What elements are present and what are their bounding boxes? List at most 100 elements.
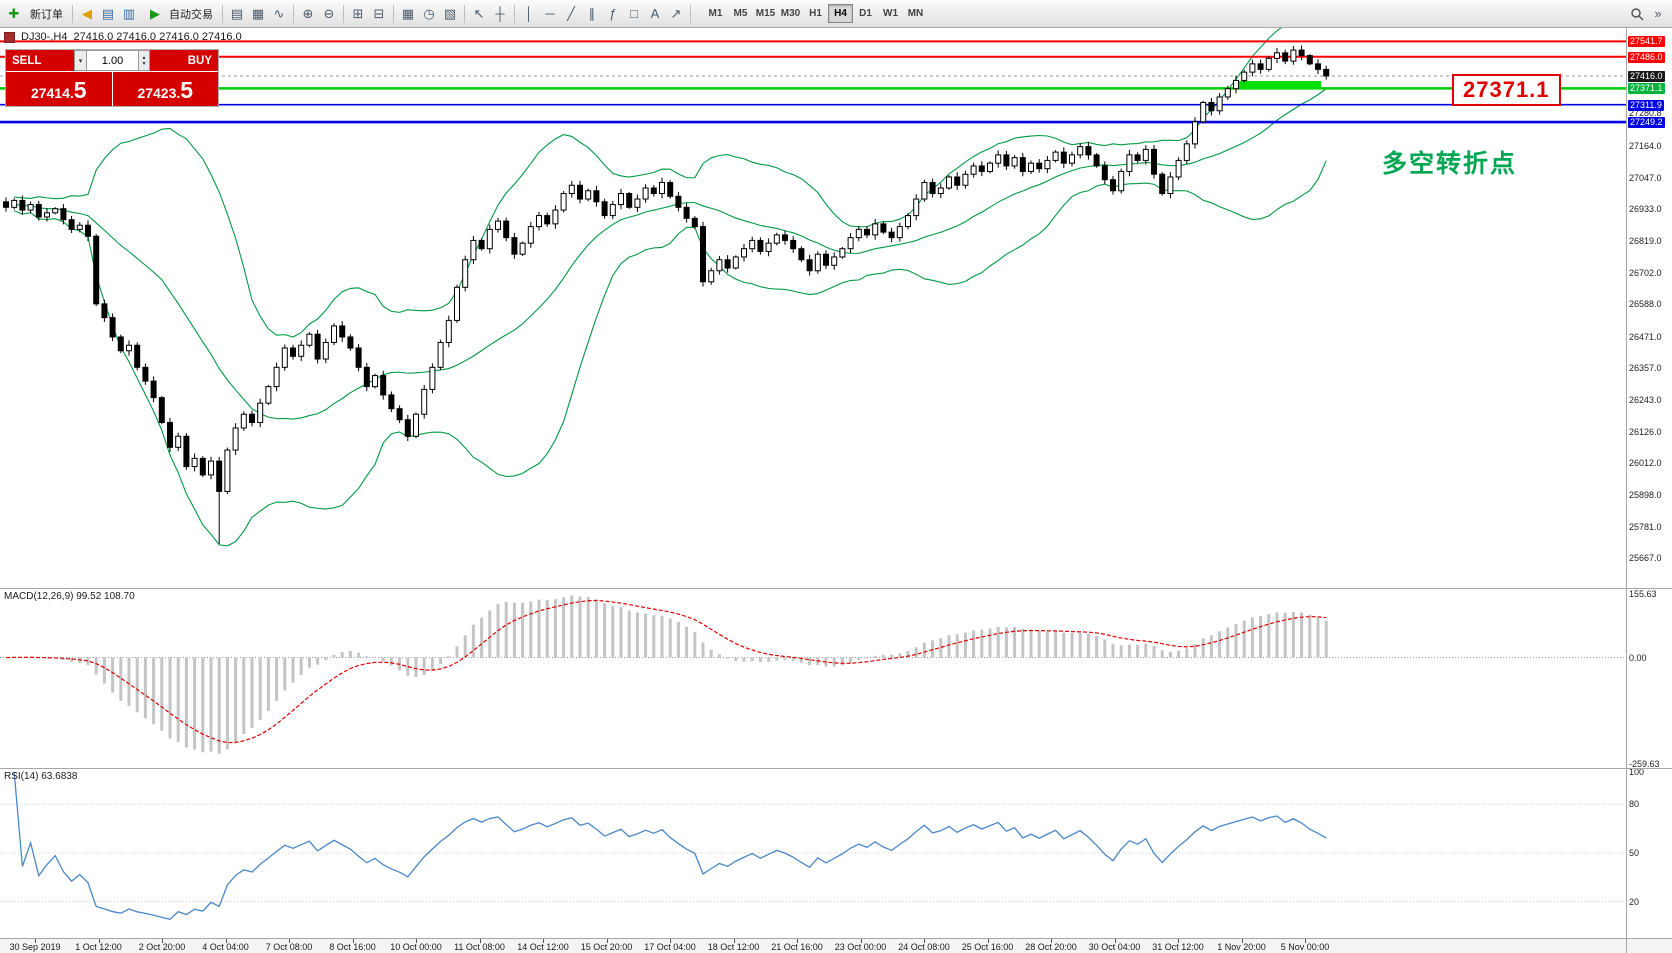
toolbar-separator [222, 4, 223, 23]
market-watch-icon[interactable]: ▤ [101, 5, 115, 21]
ohlc-values: 27416.0 27416.0 27416.0 27416.0 [73, 31, 242, 43]
trade-panel-top-row: SELL ▾ ▴ ▾ BUY [6, 50, 218, 72]
stepper-down-icon[interactable]: ▾ [142, 60, 146, 67]
autotrade-label: 自动交易 [169, 8, 213, 21]
tile-windows-icon[interactable]: ⊞ [352, 5, 364, 21]
crosshair-icon[interactable]: ┼ [495, 6, 505, 21]
timeframe-d1[interactable]: D1 [859, 8, 872, 19]
one-click-trading-panel: SELL ▾ ▴ ▾ BUY 27414. 5 27423. 5 [5, 49, 219, 107]
time-tick [987, 939, 989, 943]
channel-icon[interactable]: ∥ [588, 5, 596, 21]
autotrade-button[interactable]: ▶ 自动交易 [140, 4, 218, 24]
time-label: 15 Oct 20:00 [580, 942, 633, 952]
main-chart[interactable] [0, 28, 1626, 588]
templates-icon[interactable]: ▧ [443, 5, 457, 21]
price-axis: 27280.8 27164.0 27047.0 26933.0 26819.0 26702… [1627, 28, 1672, 953]
arrow-tool-icon[interactable]: ↗ [670, 5, 682, 21]
toolbar-separator [514, 4, 515, 23]
buy-price-button[interactable]: 27423. 5 [111, 72, 219, 106]
bar-chart-icon[interactable]: ▤ [230, 5, 244, 21]
profiles-clock-icon[interactable]: ◷ [423, 5, 435, 21]
price-tick-label: 26819.0 [1629, 235, 1662, 246]
zoom-out-icon[interactable]: ⊖ [323, 5, 335, 21]
time-label: 14 Oct 12:00 [517, 942, 569, 952]
time-tick [98, 939, 100, 943]
new-order-icon[interactable]: ✚ [8, 5, 20, 21]
toolbar-separator [343, 4, 344, 23]
buy-price-big-digit: 5 [180, 77, 194, 103]
horizontal-line-icon[interactable]: ─ [545, 6, 555, 21]
timeframe-h4[interactable]: H4 [828, 4, 853, 23]
price-tick-label: 26933.0 [1629, 204, 1662, 215]
macd-scale-label: -259.63 [1629, 758, 1660, 769]
buy-button[interactable]: BUY [187, 54, 212, 67]
price-tick-label: 27164.0 [1629, 140, 1662, 151]
zoom-in-icon[interactable]: ⊕ [302, 5, 314, 21]
rsi-panel[interactable] [0, 768, 1626, 938]
time-label: 11 Oct 08:00 [454, 942, 505, 952]
new-chart-icon[interactable]: ▦ [401, 5, 415, 21]
sell-button[interactable]: SELL [12, 54, 42, 67]
cursor-icon[interactable]: ↖ [473, 5, 485, 21]
volume-dropdown[interactable]: ▾ [74, 50, 87, 71]
time-tick [543, 939, 544, 943]
time-label: 4 Oct 04:00 [202, 942, 249, 952]
candlestick-chart-icon[interactable]: ▦ [251, 5, 265, 21]
price-tick-label: 27280.8 [1629, 108, 1662, 119]
pivot-price-callout[interactable]: 27371.1 [1452, 74, 1561, 106]
time-tick [606, 939, 608, 943]
price-tick-label: 26012.0 [1629, 458, 1662, 469]
panel-separator[interactable] [0, 588, 1672, 589]
macd-panel[interactable] [0, 588, 1626, 768]
timeframe-m30[interactable]: M30 [780, 8, 801, 19]
toolbar-overflow-icon[interactable]: » [1654, 6, 1662, 21]
data-window-icon[interactable]: ▥ [122, 5, 136, 21]
bollinger-bands [13, 28, 1327, 547]
macd-scale-label: 0.00 [1629, 652, 1647, 663]
stepper-up-icon[interactable]: ▴ [142, 54, 146, 61]
time-tick [1051, 939, 1052, 943]
symbol-timeframe-label: DJ30-,H4 [21, 31, 68, 43]
time-tick [1114, 939, 1116, 943]
rsi-scale-label: 100 [1629, 767, 1645, 777]
vertical-line-icon[interactable]: │ [524, 6, 534, 21]
volume-input[interactable] [87, 50, 139, 71]
price-tick-label: 25781.0 [1629, 522, 1662, 533]
autotrade-play-icon: ▶ [150, 5, 160, 21]
timeframe-h1[interactable]: H1 [809, 8, 822, 19]
time-tick [670, 939, 671, 943]
price-tick-label: 26357.0 [1629, 363, 1662, 374]
timeframe-m1[interactable]: M1 [708, 8, 723, 19]
price-tick-label: 27047.0 [1629, 172, 1662, 183]
time-tick [352, 939, 354, 943]
trendline-icon[interactable]: ╱ [567, 5, 575, 21]
time-label: 24 Oct 08:00 [898, 942, 950, 952]
volume-stepper[interactable]: ▴ ▾ [139, 50, 150, 71]
price-tick-label: 26243.0 [1629, 394, 1662, 405]
toolbar-separator [72, 4, 73, 23]
new-order-button[interactable]: 新订单 [30, 8, 63, 21]
shapes-icon[interactable]: □ [630, 6, 638, 21]
price-tick-label: 25898.0 [1629, 489, 1662, 500]
text-tool-icon[interactable]: A [650, 6, 660, 21]
timeframe-mn[interactable]: MN [907, 8, 924, 19]
time-label: 5 Nov 00:00 [1280, 942, 1330, 952]
panel-separator[interactable] [0, 768, 1672, 769]
price-tick-label: 26126.0 [1629, 426, 1662, 437]
highlight-zone[interactable] [1233, 80, 1321, 90]
timeframe-m15[interactable]: M15 [755, 8, 776, 19]
line-chart-icon[interactable]: ∿ [273, 5, 285, 21]
macd-indicator-label: MACD(12,26,9) 99.52 108.70 [4, 591, 135, 602]
toolbar-separator [393, 4, 394, 23]
fibonacci-icon[interactable]: ƒ [609, 6, 617, 21]
news-speaker-icon[interactable]: ◀ [82, 5, 92, 21]
timeframe-toolbar: M1 M5 M15 M30 H1 H4 D1 W1 MN [703, 4, 928, 23]
search-icon[interactable] [1627, 4, 1647, 24]
sell-price-button[interactable]: 27414. 5 [6, 72, 112, 106]
timeframe-m5[interactable]: M5 [733, 8, 748, 19]
time-label: 30 Sep 2019 [9, 942, 61, 952]
cascade-windows-icon[interactable]: ⊟ [373, 5, 385, 21]
timeframe-w1[interactable]: W1 [883, 8, 898, 19]
chart-annotation-text[interactable]: 多空转折点 [1382, 150, 1518, 178]
time-tick [479, 939, 481, 943]
